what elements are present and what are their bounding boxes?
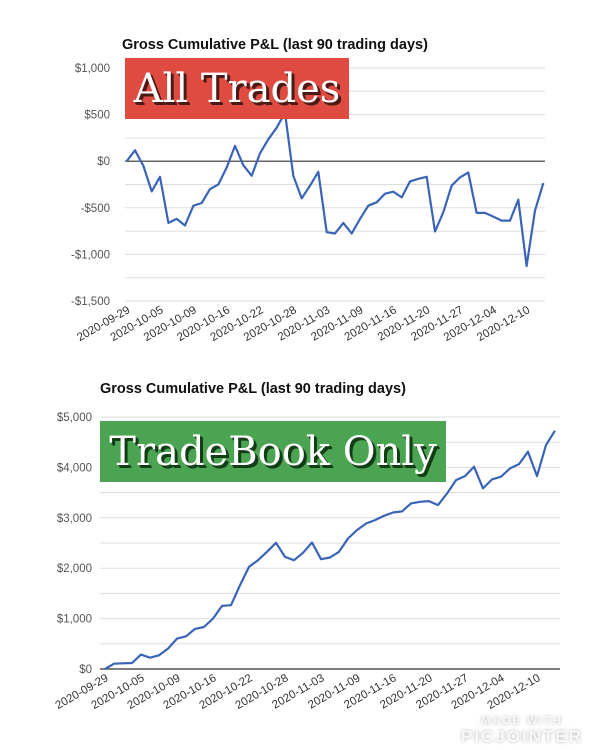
y-tick-label: $0 — [79, 664, 92, 676]
y-tick-label: $0 — [97, 156, 110, 168]
watermark-line2: PICJOINTER — [460, 726, 584, 746]
all-trades-label: All Trades — [125, 58, 349, 119]
watermark: MADE WITH PICJOINTER — [452, 715, 592, 746]
chart-title: Gross Cumulative P&L (last 90 trading da… — [122, 37, 428, 53]
chart-title: Gross Cumulative P&L (last 90 trading da… — [100, 381, 406, 397]
y-tick-label: $500 — [84, 110, 110, 122]
y-tick-label: -$1,000 — [71, 249, 110, 261]
y-tick-label: $4,000 — [57, 462, 92, 474]
y-tick-label: $1,000 — [75, 63, 110, 75]
tradebook-only-label: TradeBook Only — [100, 421, 446, 482]
y-tick-label: $3,000 — [57, 513, 92, 525]
y-tick-label: -$1,500 — [71, 296, 110, 308]
watermark-line1: MADE WITH — [481, 715, 563, 727]
y-tick-label: $2,000 — [57, 563, 92, 575]
y-tick-label: $5,000 — [57, 412, 92, 424]
y-tick-label: $1,000 — [57, 614, 92, 626]
pnl-line — [125, 111, 545, 268]
y-tick-label: -$500 — [81, 203, 110, 215]
